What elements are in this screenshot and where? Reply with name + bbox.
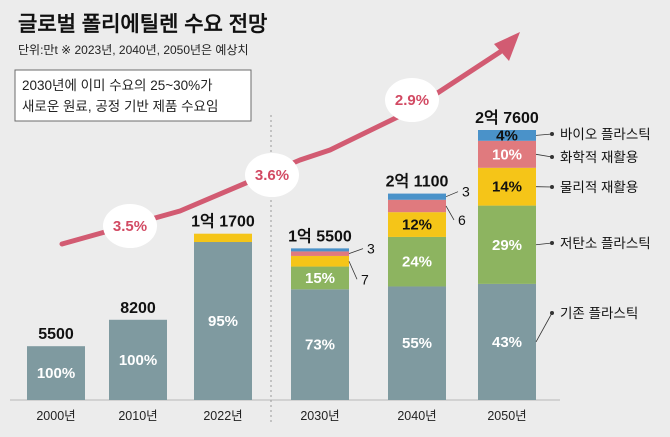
x-tick-label: 2000년 bbox=[36, 409, 75, 423]
segment-leader bbox=[445, 191, 459, 198]
growth-rate-label: 3.5% bbox=[113, 218, 147, 235]
segment-label-chemical_recycle: 3 bbox=[367, 241, 375, 257]
segment-label-existing: 95% bbox=[208, 313, 238, 330]
bar-segment-existing bbox=[194, 242, 252, 400]
growth-rate-badge bbox=[385, 78, 439, 122]
segment-label-bio: 4% bbox=[496, 127, 518, 144]
segment-label-mechanical_recycle: 7 bbox=[361, 271, 369, 287]
growth-rate-label: 3.6% bbox=[255, 167, 289, 184]
bar-segment-low_carbon bbox=[478, 205, 536, 284]
legend-dot bbox=[550, 185, 554, 189]
legend-leader bbox=[535, 242, 553, 246]
x-tick-label: 2030년 bbox=[300, 409, 339, 423]
segment-label-low_carbon: 24% bbox=[402, 254, 432, 271]
bar-segment-chemical_recycle bbox=[478, 140, 536, 168]
segment-leader bbox=[348, 261, 358, 280]
legend-entry-existing: 기존 플라스틱 bbox=[560, 306, 638, 321]
note-line-2: 새로운 원료, 공정 기반 제품 수요임 bbox=[22, 99, 218, 114]
bar-segment-existing bbox=[291, 289, 349, 400]
growth-rate-badge bbox=[245, 153, 299, 197]
legend-entry-low_carbon: 저탄소 플라스틱 bbox=[560, 236, 651, 251]
x-tick-label: 2022년 bbox=[203, 409, 242, 423]
segment-leader bbox=[348, 248, 364, 255]
x-tick-label: 2010년 bbox=[118, 409, 157, 423]
segment-label-existing: 43% bbox=[492, 334, 522, 351]
bar-segment-existing bbox=[478, 283, 536, 400]
bar-segment-bio bbox=[388, 193, 446, 200]
segment-label-mechanical_recycle: 14% bbox=[492, 179, 522, 196]
unit-note: 단위:만t ※ 2023년, 2040년, 2050년은 예상치 bbox=[18, 43, 249, 57]
segment-label-chemical_recycle: 6 bbox=[458, 212, 466, 228]
bar-segment-mechanical_recycle bbox=[388, 212, 446, 237]
bar-total-label: 1억 5500 bbox=[288, 226, 352, 245]
legend: 기존 플라스틱 저탄소 플라스틱 물리적 재활용 화학적 재활용 바이오 플라스틱 bbox=[535, 127, 651, 343]
segment-label-existing: 73% bbox=[305, 337, 335, 354]
bar-segment-chemical_recycle bbox=[388, 199, 446, 213]
legend-leader bbox=[535, 153, 553, 158]
segment-label-low_carbon: 29% bbox=[492, 237, 522, 254]
bar-total-label: 5500 bbox=[38, 326, 74, 343]
bar-segment-bio bbox=[291, 248, 349, 252]
bar-total-label: 2억 7600 bbox=[475, 108, 539, 127]
trend-arrow: 3.5% 3.6% 2.9% bbox=[59, 32, 520, 248]
legend-dot bbox=[550, 311, 554, 315]
trend-arrow-head bbox=[494, 32, 520, 61]
x-tick-label: 2040년 bbox=[397, 409, 436, 423]
legend-dot bbox=[550, 241, 554, 245]
segment-label-chemical_recycle: 10% bbox=[492, 146, 522, 163]
labels-layer: 글로벌 폴리에틸렌 수요 전망 단위:만t ※ 2023년, 2040년, 20… bbox=[14, 13, 539, 423]
legend-entry-bio: 바이오 플라스틱 bbox=[560, 127, 651, 142]
bar-segment-mechanical_recycle bbox=[291, 255, 349, 267]
legend-dot bbox=[550, 155, 554, 159]
chart-title: 글로벌 폴리에틸렌 수요 전망 bbox=[18, 13, 267, 36]
note-line-1: 2030년에 이미 수요의 25~30%가 bbox=[22, 78, 213, 93]
bar-segment-existing bbox=[109, 319, 167, 400]
segment-label-existing: 100% bbox=[37, 365, 75, 382]
legend-entry-mechanical_recycle: 물리적 재활용 bbox=[560, 180, 638, 195]
note-box bbox=[14, 69, 252, 122]
segment-leader bbox=[445, 205, 455, 221]
bar-segment-existing bbox=[388, 286, 446, 400]
bar-segment-low_carbon bbox=[291, 266, 349, 290]
bar-segment-bio bbox=[478, 130, 536, 141]
bars-layer bbox=[27, 130, 536, 400]
bar-segment-existing bbox=[27, 346, 85, 400]
legend-leader bbox=[535, 133, 553, 136]
segment-label-bio: 3 bbox=[462, 184, 470, 200]
x-tick-label: 2050년 bbox=[487, 409, 526, 423]
legend-dot bbox=[550, 132, 554, 136]
segment-label-mechanical_recycle: 12% bbox=[402, 217, 432, 234]
legend-entry-chemical_recycle: 화학적 재활용 bbox=[560, 150, 638, 165]
bar-segment-chemical_recycle bbox=[291, 251, 349, 256]
bar-total-label: 1억 1700 bbox=[191, 212, 255, 231]
segment-label-existing: 100% bbox=[119, 352, 157, 369]
bar-segment-mechanical_recycle bbox=[478, 167, 536, 206]
bar-total-label: 8200 bbox=[120, 300, 156, 317]
bar-segment-low_carbon bbox=[388, 236, 446, 287]
segment-label-existing: 55% bbox=[402, 335, 432, 352]
legend-leader bbox=[535, 312, 553, 343]
growth-rate-badge bbox=[103, 204, 157, 248]
bar-total-label: 2억 1100 bbox=[386, 172, 449, 191]
growth-rate-label: 2.9% bbox=[395, 92, 429, 109]
bar-segment-mechanical_recycle bbox=[194, 233, 252, 243]
segment-label-low_carbon: 15% bbox=[305, 270, 335, 287]
